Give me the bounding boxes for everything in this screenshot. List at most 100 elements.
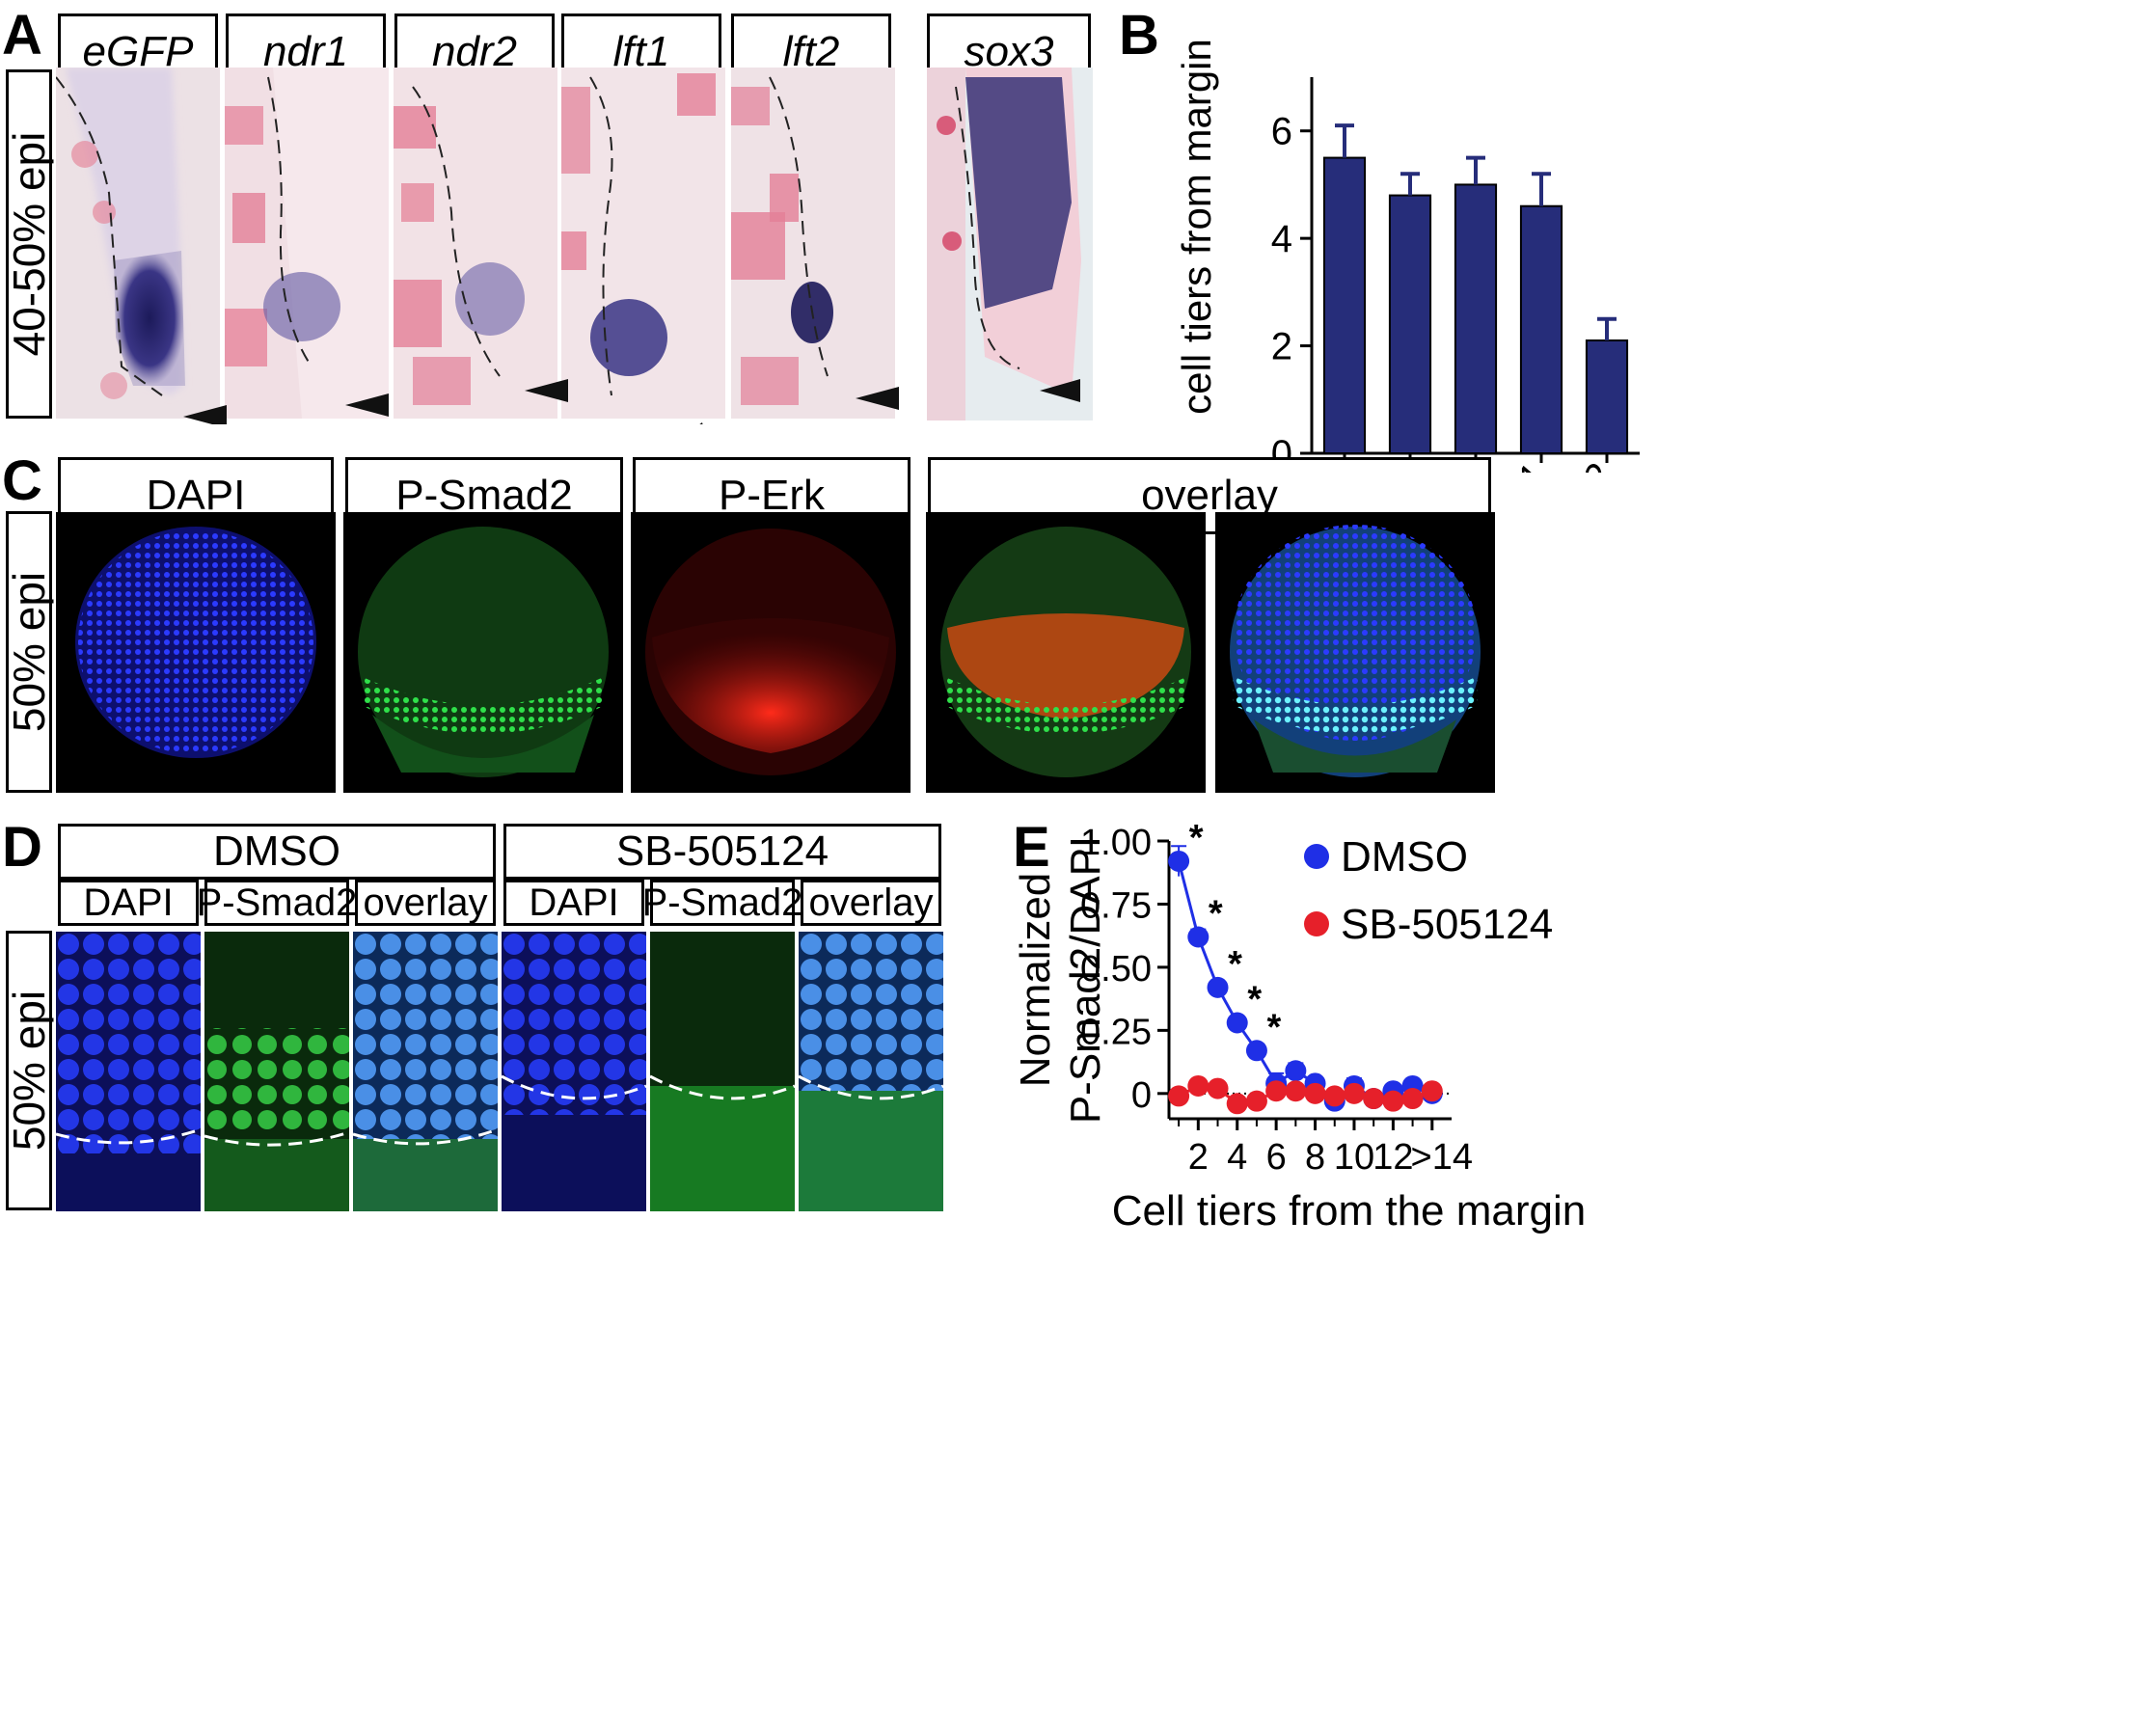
x-tick-label: 2 <box>1188 1137 1209 1178</box>
data-point <box>1265 1080 1288 1102</box>
row-label-d: 50% epi <box>4 931 54 1210</box>
row-label-c: 50% epi <box>4 511 54 793</box>
arrowhead-icon <box>525 379 568 402</box>
significance-star: * <box>1267 1007 1282 1047</box>
legend-label-sb505124: SB-505124 <box>1341 901 1553 948</box>
significance-star: * <box>1209 893 1223 934</box>
probe-header-sox3: sox3 <box>927 14 1091 91</box>
significance-star: * <box>1189 820 1204 858</box>
panel-label-c: C <box>2 449 42 512</box>
bar <box>1322 156 1367 454</box>
legend-marker-sb505124 <box>1304 911 1329 936</box>
confocal-c-overlay-merge <box>926 512 1206 793</box>
y-axis-label-line1: Normalized <box>1012 873 1059 1088</box>
subheader-d-sb-psmad2: P-Smad2 <box>641 880 803 926</box>
bar <box>1585 339 1629 454</box>
data-point <box>1285 1080 1307 1102</box>
bar <box>1388 194 1432 454</box>
data-point <box>1245 1090 1267 1112</box>
data-point <box>1285 1060 1307 1082</box>
data-point <box>1401 1088 1424 1110</box>
subheader-d-dmso-overlay: overlay <box>355 880 496 926</box>
chart-e: 00.250.500.751.002 4 6 8 1012>14*****DMSOSB-… <box>1012 820 1586 1234</box>
chart-b: 0246eGFPndr1ndr2lft1lft2cell tiers from … <box>1174 39 1640 474</box>
ish-image-ndr2 <box>394 68 557 419</box>
x-tick-label: 12 <box>1372 1137 1413 1178</box>
data-point <box>1421 1080 1443 1102</box>
legend-label-dmso: DMSO <box>1341 833 1468 881</box>
significance-star: * <box>1228 944 1242 985</box>
arrowhead-icon <box>183 405 227 424</box>
arrowhead-icon <box>345 393 389 417</box>
panel-label-b: B <box>1119 4 1159 67</box>
bar <box>1519 204 1563 454</box>
confocal-d-dmso-overlay <box>353 932 498 1211</box>
subheader-d-dmso-psmad2: P-Smad2 <box>196 880 358 926</box>
chart-e-plot: 00.250.500.751.002 4 6 8 1012>14*****DMSOSB-… <box>1012 820 1586 1234</box>
group-header-sb505124: SB-505124 <box>503 824 941 880</box>
x-axis-label: Cell tiers from the margin <box>1112 1187 1586 1234</box>
row-label-d-text: 50% epi <box>4 990 54 1152</box>
legend-marker-dmso <box>1304 844 1329 869</box>
y-tick-label: 0.75 <box>1080 885 1152 926</box>
data-point <box>1226 1093 1248 1115</box>
confocal-c-overlay-dapi <box>1215 512 1495 793</box>
confocal-d-dmso-psmad2 <box>204 932 349 1211</box>
x-tick-label: 6 <box>1266 1137 1287 1178</box>
x-tick-label: 4 <box>1227 1137 1247 1178</box>
ish-image-lft2 <box>731 68 895 419</box>
confocal-d-sb-psmad2 <box>650 932 795 1211</box>
bar <box>1454 183 1498 455</box>
ish-image-ndr1 <box>225 68 389 419</box>
data-point <box>1343 1082 1365 1104</box>
y-tick-label: 4 <box>1271 218 1292 260</box>
y-tick-label: 6 <box>1271 111 1292 153</box>
arrowhead-icon <box>1040 379 1080 402</box>
row-label-a: 40-50% epi <box>4 69 54 419</box>
group-header-dmso: DMSO <box>58 824 496 880</box>
y-axis-label-line2: P-Smad2/DAPI <box>1062 836 1109 1124</box>
data-point <box>1168 1085 1190 1107</box>
subheader-d-sb-overlay: overlay <box>801 880 941 926</box>
data-point <box>1323 1085 1345 1107</box>
ish-image-sox3 <box>927 68 1093 420</box>
y-tick-label: 1.00 <box>1080 823 1152 863</box>
panel-label-a: A <box>2 4 42 67</box>
data-point <box>1187 926 1209 948</box>
data-point <box>1226 1012 1248 1034</box>
data-point <box>1382 1090 1404 1112</box>
y-axis-label: cell tiers from margin <box>1174 39 1219 415</box>
significance-star: * <box>1247 980 1262 1020</box>
confocal-c-psmad2 <box>343 512 623 793</box>
data-point <box>1207 976 1229 998</box>
x-tick-label: >14 <box>1411 1137 1473 1178</box>
panel-label-d: D <box>2 816 42 879</box>
data-point <box>1168 850 1190 872</box>
x-tick-label: 10 <box>1334 1137 1374 1178</box>
confocal-d-sb-dapi <box>502 932 646 1211</box>
confocal-d-sb-overlay <box>799 932 943 1211</box>
subheader-d-sb-dapi: DAPI <box>503 880 644 926</box>
data-point <box>1245 1040 1267 1062</box>
subheader-d-dmso-dapi: DAPI <box>58 880 199 926</box>
x-tick-label: 8 <box>1305 1137 1325 1178</box>
ish-image-egfp <box>56 68 220 419</box>
x-tick-label: lft1 <box>1494 458 1557 474</box>
confocal-c-perk <box>631 512 910 793</box>
ish-image-lft1 <box>561 68 725 419</box>
confocal-c-dapi <box>56 512 336 793</box>
y-tick-label: 0.25 <box>1080 1012 1152 1052</box>
confocal-d-dmso-dapi <box>56 932 201 1211</box>
row-label-c-text: 50% epi <box>4 571 54 733</box>
y-tick-label: 0 <box>1131 1075 1152 1116</box>
data-point <box>1207 1077 1229 1099</box>
arrowhead-icon <box>856 387 899 410</box>
arrowheads-a <box>183 379 1080 424</box>
data-point <box>1187 1074 1209 1097</box>
y-tick-label: 2 <box>1271 326 1292 368</box>
data-point <box>1363 1088 1385 1110</box>
data-point <box>1304 1082 1326 1104</box>
y-tick-label: 0.50 <box>1080 949 1152 990</box>
panel-label-e: E <box>1013 816 1050 879</box>
x-tick-label: lft2 <box>1560 458 1622 474</box>
